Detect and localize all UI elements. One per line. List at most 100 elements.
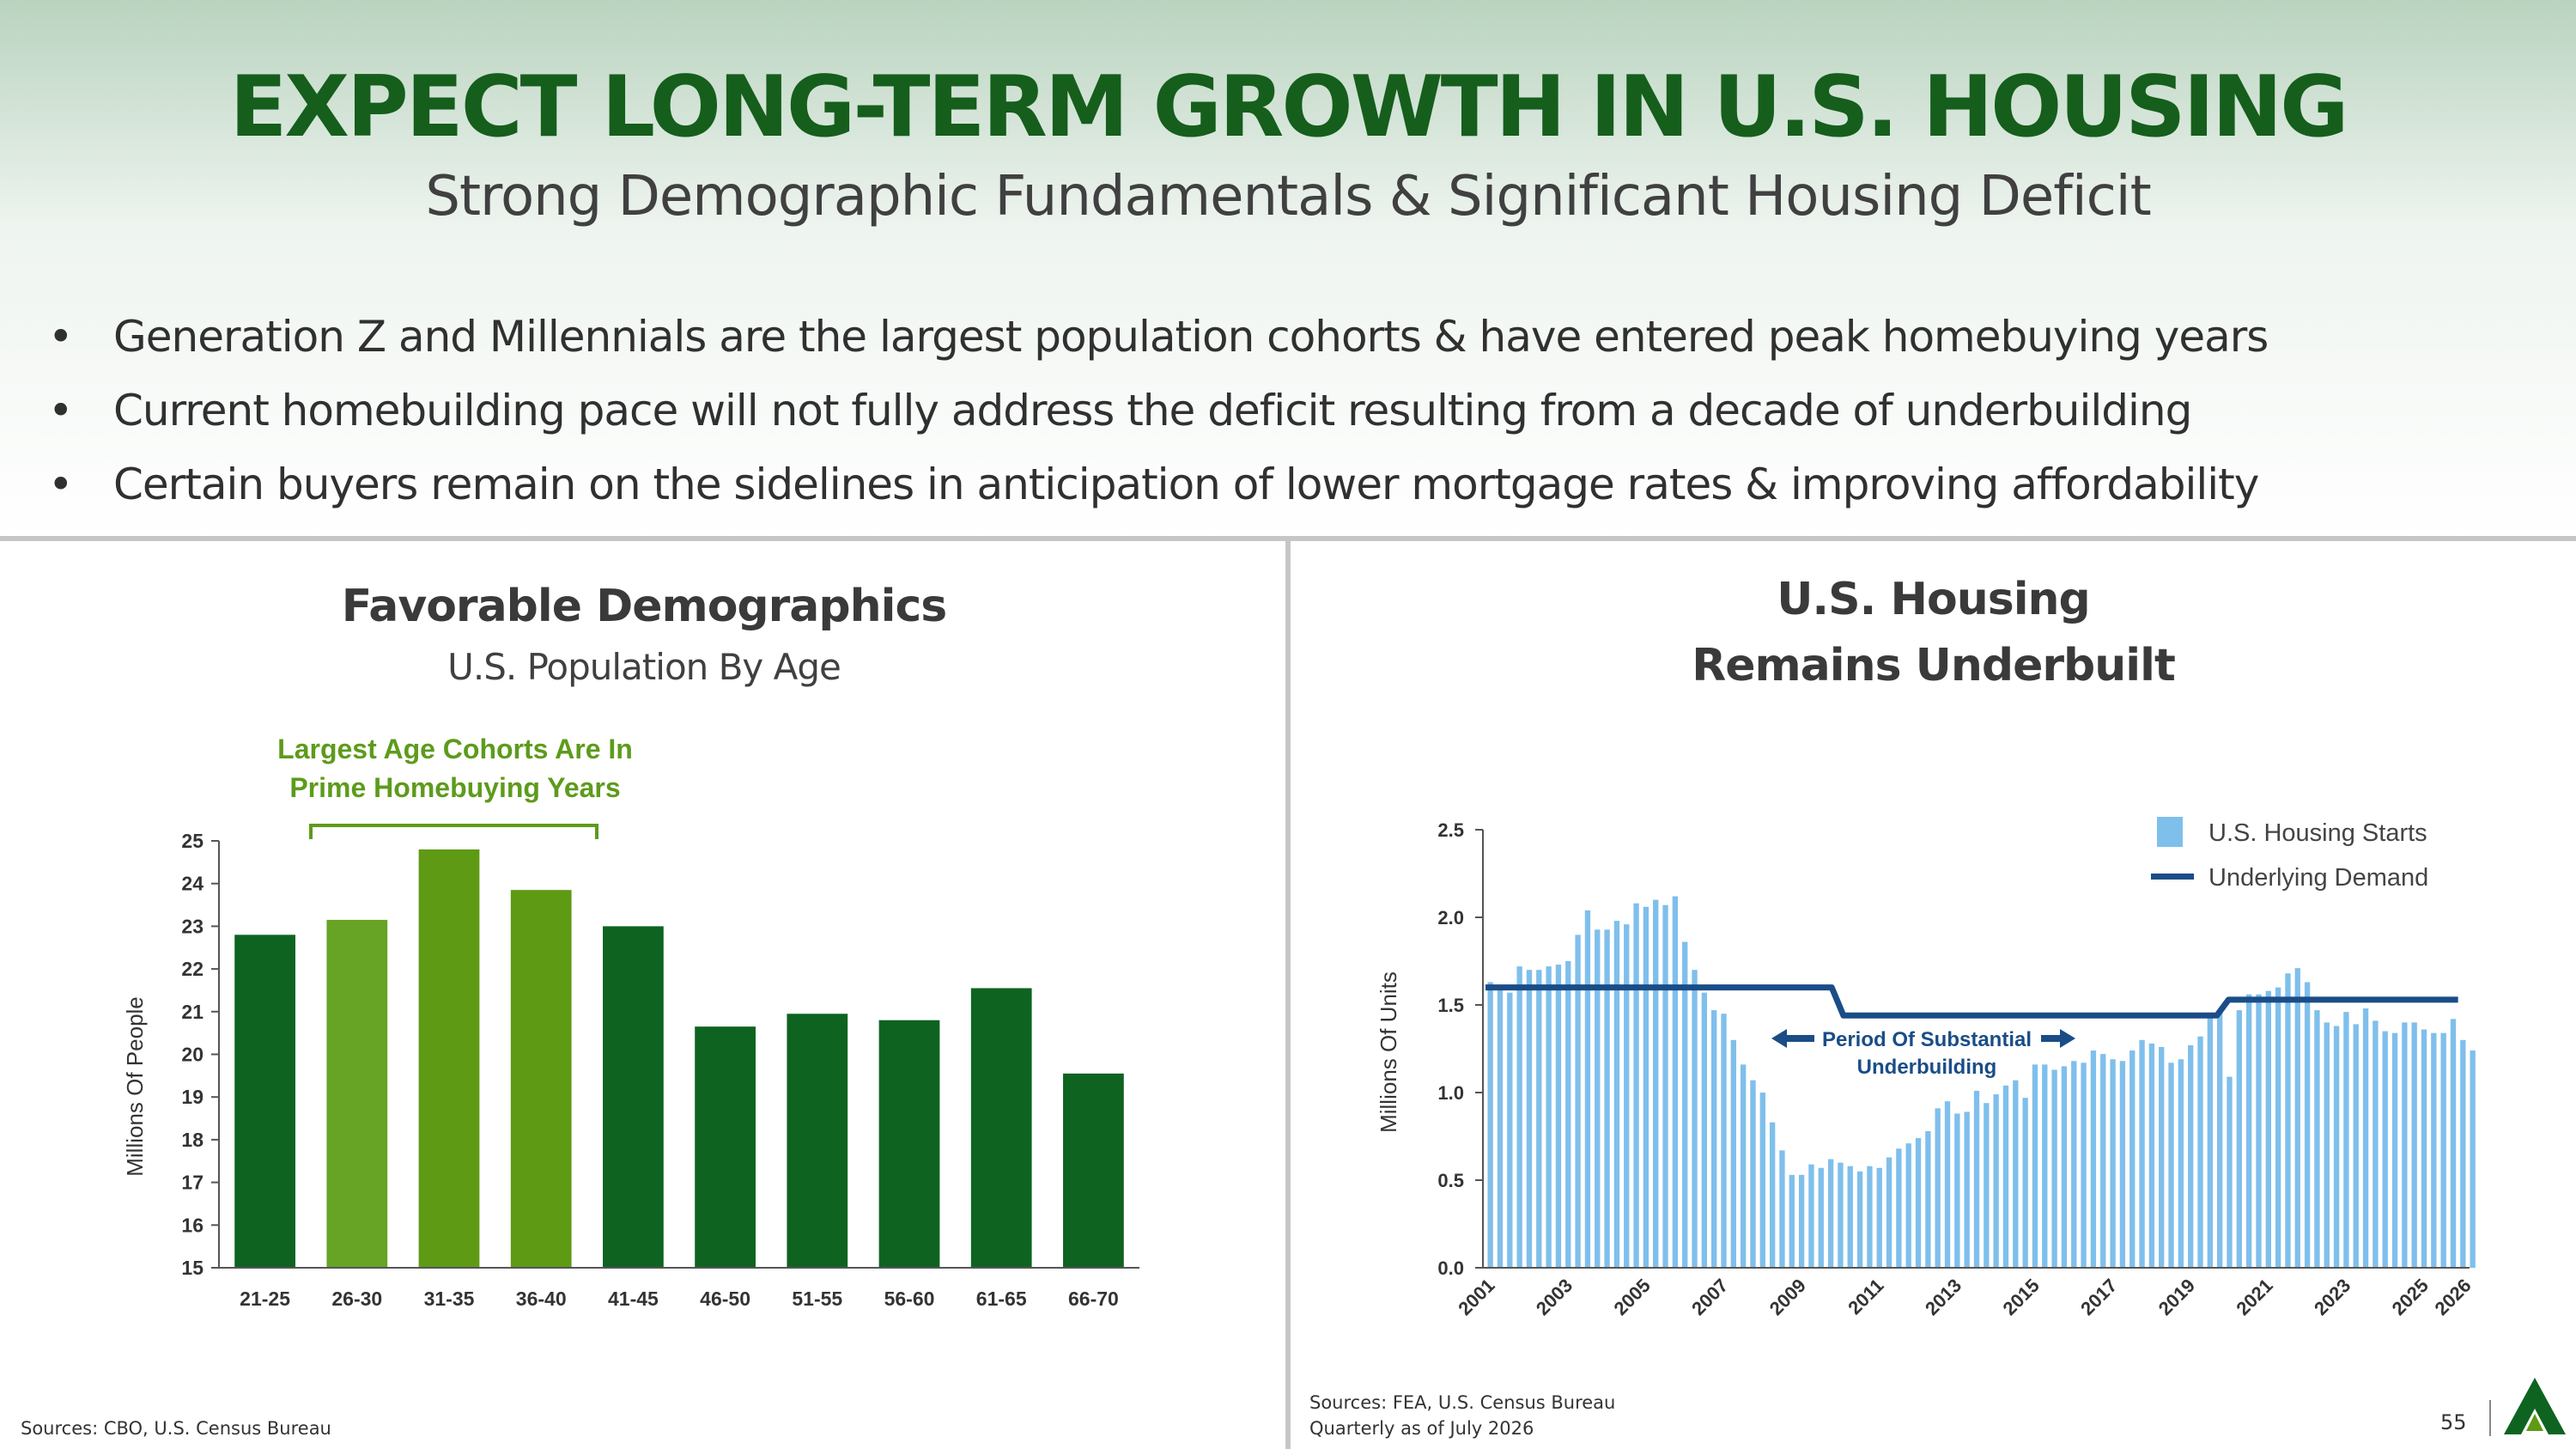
housing-start-bar: [1507, 992, 1513, 1268]
housing-start-bar: [2382, 1031, 2388, 1268]
housing-start-bar: [2051, 1069, 2057, 1268]
housing-title-line2: Remains Underbuilt: [1692, 640, 2176, 691]
housing-start-bar: [2245, 994, 2252, 1268]
housing-start-bar: [1808, 1164, 1814, 1268]
housing-start-bar: [1721, 1014, 1727, 1268]
x-tick-label: 2013: [1921, 1275, 1965, 1319]
housing-start-bar: [2362, 1008, 2369, 1268]
housing-start-bar: [1633, 903, 1639, 1268]
population-bar: [1063, 1073, 1124, 1268]
housing-start-bar: [1643, 906, 1649, 1268]
housing-start-bar: [1584, 910, 1591, 1268]
population-bar: [878, 1020, 940, 1268]
underbuilding-annotation-line1: Period Of Substantial: [1822, 1028, 2032, 1051]
cohort-annotation-line1: Largest Age Cohorts Are In: [277, 734, 633, 764]
x-tick-label: 2021: [2232, 1275, 2276, 1319]
housing-start-bar: [2402, 1022, 2408, 1268]
housing-start-bar: [1935, 1108, 1941, 1268]
housing-start-bar: [2470, 1050, 2476, 1268]
y-tick-label: 19: [181, 1086, 204, 1108]
housing-start-bar: [2314, 1010, 2320, 1268]
housing-start-bar: [1604, 929, 1610, 1268]
y-tick-label: 24: [181, 873, 204, 895]
x-tick-label: 2025: [2388, 1275, 2433, 1319]
section-divider-horizontal: [0, 536, 2576, 541]
bullet-dot: •: [48, 312, 73, 362]
y-tick-label: 2.0: [1437, 907, 1464, 928]
x-tick-label: 2009: [1765, 1275, 1810, 1319]
population-bar: [510, 890, 572, 1268]
x-tick-label: 2015: [1999, 1275, 2044, 1319]
x-tick-label: 2017: [2076, 1275, 2121, 1319]
x-tick-label: 2011: [1844, 1275, 1887, 1318]
housing-starts-bars: [1487, 896, 2476, 1268]
housing-x-ticks: 2001 2003 2005 2007 2009 2011 2013 2015 2017 2019…: [1454, 1275, 2475, 1319]
housing-start-bar: [1847, 1166, 1853, 1268]
y-tick-label: 1.5: [1437, 995, 1464, 1016]
population-bar: [695, 1026, 756, 1268]
housing-start-bar: [1954, 1113, 1960, 1268]
housing-start-bar: [2129, 1050, 2136, 1268]
bullet-text: Generation Z and Millennials are the lar…: [113, 312, 2269, 362]
housing-start-bar: [1682, 941, 1688, 1268]
housing-start-bar: [2333, 1026, 2340, 1268]
housing-start-bar: [1613, 921, 1620, 1268]
housing-start-bar: [2159, 1046, 2165, 1268]
housing-start-bar: [2421, 1029, 2427, 1268]
housing-title-line1: U.S. Housing: [1777, 574, 2091, 625]
housing-start-bar: [2460, 1039, 2466, 1268]
housing-start-bar: [1730, 1039, 1737, 1268]
housing-start-bar: [2042, 1064, 2048, 1268]
housing-start-bar: [2032, 1064, 2038, 1268]
housing-start-bar: [2294, 968, 2300, 1268]
housing-start-bar: [1798, 1174, 1805, 1268]
housing-start-bar: [2168, 1062, 2174, 1268]
housing-start-bar: [1759, 1093, 1765, 1268]
x-tick-label: 51-55: [792, 1288, 842, 1310]
logo-separator: [2489, 1400, 2491, 1436]
housing-start-bar: [2022, 1098, 2028, 1268]
x-tick-label: 61-65: [976, 1288, 1027, 1310]
demographics-bars: [234, 849, 1124, 1268]
housing-start-bar: [1595, 929, 1601, 1268]
housing-start-bar: [1964, 1111, 1970, 1268]
legend-starts-label: U.S. Housing Starts: [2208, 819, 2427, 847]
housing-start-bar: [2090, 1050, 2097, 1268]
y-tick-label: 1.0: [1437, 1082, 1464, 1104]
housing-start-bar: [2197, 1036, 2203, 1268]
x-tick-label: 66-70: [1068, 1288, 1119, 1310]
x-tick-label: 2026: [2430, 1275, 2475, 1319]
demographics-y-ticks: 15 16 17 18 19 20 21 22 23 24 25: [181, 830, 219, 1279]
housing-start-bar: [1487, 982, 1493, 1268]
housing-start-bar: [2236, 1010, 2242, 1268]
housing-start-bar: [2285, 973, 2291, 1268]
y-tick-label: 16: [181, 1214, 204, 1236]
housing-start-bar: [2275, 987, 2281, 1268]
housing-start-bar: [1886, 1157, 1893, 1268]
x-tick-label: 46-50: [700, 1288, 750, 1310]
y-tick-label: 2.5: [1437, 819, 1464, 841]
housing-start-bar: [1516, 966, 1522, 1268]
housing-start-bar: [2216, 1010, 2223, 1268]
x-tick-label: 41-45: [608, 1288, 659, 1310]
underlying-demand-line: [1485, 984, 2458, 1019]
bullet-list: • Generation Z and Millennials are the la…: [48, 304, 2269, 526]
x-tick-label: 2007: [1687, 1275, 1732, 1319]
housing-start-bar: [2188, 1044, 2194, 1268]
underbuilding-annotation-line2: Underbuilding: [1857, 1056, 1997, 1079]
y-tick-label: 0.5: [1437, 1170, 1464, 1191]
housing-start-bar: [1565, 961, 1571, 1268]
housing-start-bar: [1779, 1150, 1785, 1268]
x-tick-label: 2019: [2154, 1275, 2199, 1319]
housing-start-bar: [2119, 1061, 2126, 1268]
bullet-item: • Current homebuilding pace will not full…: [48, 378, 2268, 452]
demographics-x-ticks: 21-25 26-30 31-35 36-40 41-45 46-50 51-55 56-60…: [240, 1288, 1119, 1310]
housing-start-bar: [1818, 1167, 1824, 1268]
bullet-item: • Certain buyers remain on the sidelines …: [48, 452, 2268, 526]
demographics-subtitle: U.S. Population By Age: [447, 646, 841, 688]
housing-start-bar: [2450, 1019, 2457, 1268]
housing-start-bar: [1701, 992, 1708, 1268]
housing-start-bar: [1526, 970, 1533, 1268]
housing-start-bar: [1973, 1090, 1980, 1268]
x-tick-label: 2001: [1454, 1275, 1498, 1319]
